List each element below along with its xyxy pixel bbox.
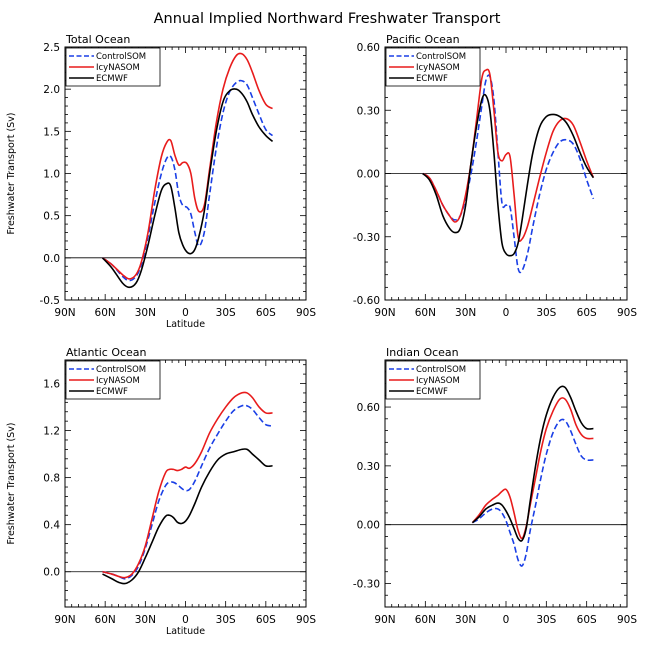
total-x-tick-label: 60S xyxy=(256,307,276,319)
total-y-tick-label: 1.0 xyxy=(43,169,60,181)
panel-pacific: 90N 60N 30N 0 30S 60S 90S -0.60 -0.30 0.00 0.30 0.6… xyxy=(353,33,638,319)
total-y-tick-label: 2.5 xyxy=(43,42,60,54)
pacific-y-tick-label: 0.60 xyxy=(357,42,380,54)
pacific-x-tick-label: 60N xyxy=(415,307,436,319)
pacific-x-tick-label: 60S xyxy=(577,307,597,319)
atlantic-x-tick-label: 60S xyxy=(256,614,276,626)
atlantic-x-tick-label: 30S xyxy=(216,614,236,626)
total-x-tick-label: 30N xyxy=(135,307,156,319)
pacific-x-tick-label: 90N xyxy=(374,307,395,319)
indian-x-tick-label: 30N xyxy=(455,614,476,626)
total-x-tick-label: 30S xyxy=(216,307,236,319)
indian-legend-label: IcyNASOM xyxy=(416,376,460,386)
indian-x-tick-label: 0 xyxy=(503,614,510,626)
indian-legend-label: ControlSOM xyxy=(416,365,466,375)
atlantic-x-tick-label: 90N xyxy=(54,614,75,626)
atlantic-x-tick-label: 0 xyxy=(182,614,189,626)
total-legend-label: IcyNASOM xyxy=(96,63,140,73)
indian-series-controlsom xyxy=(471,418,594,567)
total-y-tick-label: 1.5 xyxy=(43,126,60,138)
total-x-tick-label: 90S xyxy=(296,307,316,319)
total-y-tick-label: 2.0 xyxy=(43,84,60,96)
indian-x-tick-label: 90S xyxy=(617,614,637,626)
indian-y-tick-label: 0.60 xyxy=(357,402,380,414)
indian-x-tick-label: 90N xyxy=(374,614,395,626)
pacific-y-tick-label: 0.30 xyxy=(357,105,380,117)
atlantic-series-icynasom xyxy=(102,391,273,579)
atlantic-y-tick-label: 0.4 xyxy=(43,520,60,532)
total-x-tick-label: 0 xyxy=(182,307,189,319)
total-x-tick-label: 60N xyxy=(95,307,116,319)
pacific-legend-label: IcyNASOM xyxy=(416,63,460,73)
pacific-legend-label: ControlSOM xyxy=(416,52,466,62)
total-y-tick-label: -0.5 xyxy=(40,295,61,307)
total-panel-title: Total Ocean xyxy=(65,33,130,46)
total-series-icynasom xyxy=(102,52,273,280)
atlantic-y-tick-label: 1.2 xyxy=(43,426,60,438)
indian-y-tick-label: -0.30 xyxy=(353,578,380,590)
pacific-y-tick-label: -0.60 xyxy=(353,295,380,307)
pacific-y-tick-label: 0.00 xyxy=(357,169,380,181)
indian-series-ecmwf xyxy=(471,385,594,542)
indian-x-tick-label: 60S xyxy=(577,614,597,626)
atlantic-y-axis-label: Freshwater Transport (Sv) xyxy=(6,422,17,544)
total-series-controlsom xyxy=(102,79,274,282)
pacific-legend-label: ECMWF xyxy=(416,74,448,84)
pacific-series-controlsom xyxy=(422,74,595,274)
indian-y-tick-label: 0.30 xyxy=(357,461,380,473)
atlantic-series-controlsom xyxy=(102,404,273,580)
pacific-x-tick-label: 30N xyxy=(455,307,476,319)
atlantic-y-tick-label: 1.6 xyxy=(43,379,60,391)
atlantic-x-tick-label: 90S xyxy=(296,614,316,626)
atlantic-panel-title: Atlantic Ocean xyxy=(66,346,147,359)
pacific-x-tick-label: 30S xyxy=(536,307,556,319)
total-legend-label: ControlSOM xyxy=(96,52,146,62)
panel-indian: 90N 60N 30N 0 30S 60S 90S -0.30 0.00 0.30 0.60 Indi… xyxy=(353,346,638,626)
total-y-tick-label: 0.0 xyxy=(43,253,60,265)
main-title: Annual Implied Northward Freshwater Tran… xyxy=(154,11,501,27)
panel-atlantic: 90N 60N 30N 0 30S 60S 90S 0.0 0.4 0.8 1.2 1.6 Atlant… xyxy=(6,346,316,637)
total-y-axis-label: Freshwater Transport (Sv) xyxy=(6,112,17,234)
atlantic-legend-label: ControlSOM xyxy=(96,365,146,375)
atlantic-x-axis-label: Latitude xyxy=(166,626,205,637)
total-legend-label: ECMWF xyxy=(96,74,128,84)
atlantic-y-tick-label: 0.0 xyxy=(43,567,60,579)
atlantic-legend-label: IcyNASOM xyxy=(96,376,140,386)
atlantic-legend-label: ECMWF xyxy=(96,387,128,397)
atlantic-x-tick-label: 60N xyxy=(95,614,116,626)
indian-series-icynasom xyxy=(471,397,594,540)
total-x-tick-label: 90N xyxy=(54,307,75,319)
pacific-x-tick-label: 90S xyxy=(617,307,637,319)
indian-panel-title: Indian Ocean xyxy=(386,346,459,359)
total-series-ecmwf xyxy=(101,88,274,289)
pacific-x-tick-label: 0 xyxy=(503,307,510,319)
indian-y-tick-label: 0.00 xyxy=(357,520,380,532)
pacific-series-ecmwf xyxy=(422,93,595,257)
pacific-y-tick-label: -0.30 xyxy=(353,232,380,244)
indian-x-tick-label: 30S xyxy=(536,614,556,626)
pacific-series-icynasom xyxy=(422,68,595,243)
atlantic-series-ecmwf xyxy=(102,448,273,585)
total-y-tick-label: 0.5 xyxy=(43,211,60,223)
indian-x-tick-label: 60N xyxy=(415,614,436,626)
atlantic-x-tick-label: 30N xyxy=(135,614,156,626)
pacific-panel-title: Pacific Ocean xyxy=(386,33,460,46)
indian-legend-label: ECMWF xyxy=(416,387,448,397)
panel-total: 90N 60N 30N 0 30S 60S 90S -0.5 0.0 0.5 1.0 1.5 2.0 2.… xyxy=(6,33,316,330)
atlantic-y-tick-label: 0.8 xyxy=(43,473,60,485)
total-x-axis-label: Latitude xyxy=(166,319,205,330)
